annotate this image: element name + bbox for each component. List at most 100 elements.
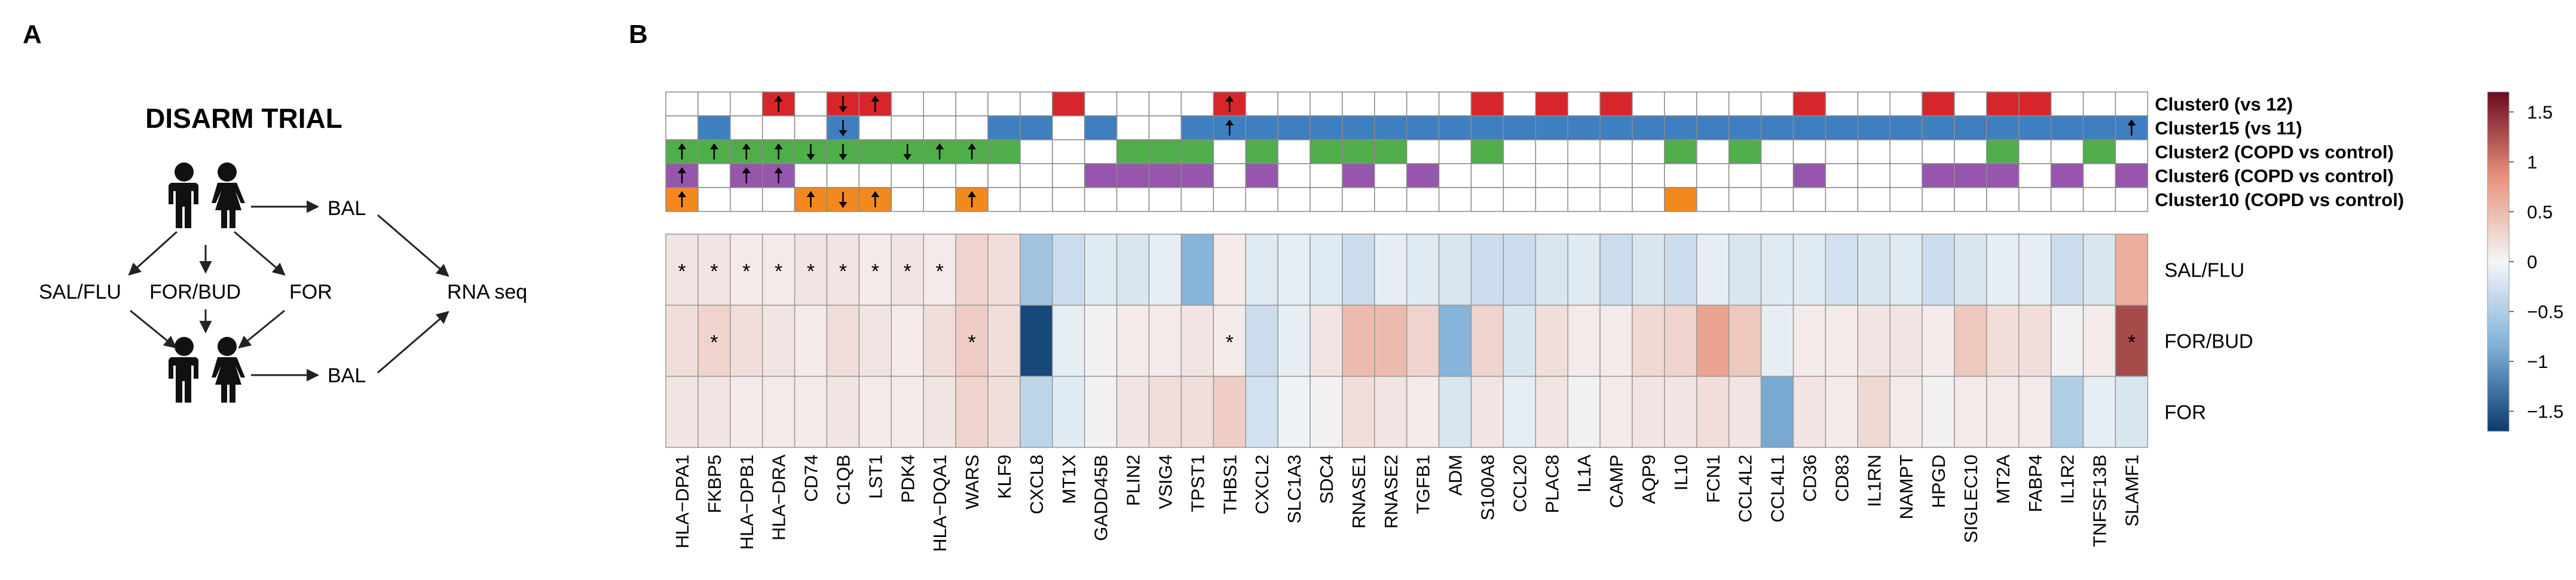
heatmap-cell	[2050, 305, 2084, 377]
heatmap-cell	[1180, 376, 1214, 448]
cluster-cell	[2082, 187, 2116, 212]
cluster-cell	[697, 91, 731, 116]
cluster-cell	[1889, 187, 1923, 212]
cluster-cell	[730, 187, 763, 212]
cluster-cell	[891, 187, 924, 212]
arm-for-bud-label: FOR/BUD	[149, 281, 241, 303]
heatmap-cell	[1503, 234, 1537, 306]
heatmap-cell	[1213, 234, 1246, 306]
row-label: SAL/FLU	[2164, 259, 2244, 281]
cluster-cell	[1310, 115, 1343, 140]
heatmap-cell	[1889, 376, 1923, 448]
people-bottom	[169, 337, 245, 403]
heatmap-cell	[1825, 234, 1859, 306]
cluster-cell	[1567, 163, 1601, 188]
heatmap-cell	[1342, 305, 1375, 377]
cluster-cell	[1438, 187, 1472, 212]
cluster-cell	[1052, 163, 1085, 188]
heatmap-cell	[1792, 234, 1827, 306]
colorbar-tick-label: −1	[2527, 351, 2548, 372]
arrow	[130, 309, 177, 349]
cluster-cell	[1470, 115, 1504, 140]
arrow-down-icon	[839, 144, 848, 160]
cluster-cell	[987, 139, 1021, 164]
heatmap-cell	[1567, 376, 1601, 448]
cluster-cell	[1406, 115, 1440, 140]
heatmap-cell	[1342, 234, 1375, 306]
cluster-cell	[1342, 115, 1375, 140]
arrow	[234, 231, 286, 276]
panel-a-label: A	[23, 20, 42, 49]
cluster-cell	[1922, 163, 1955, 188]
colorbar-tick-label: −0.5	[2527, 302, 2563, 323]
cluster-cell	[1664, 187, 1697, 212]
cluster-cell	[1148, 163, 1182, 188]
cluster-cell	[1438, 115, 1472, 140]
colorbar-tick-label: 1	[2527, 152, 2537, 173]
heatmap-cell	[1857, 234, 1890, 306]
heatmap-cell	[1986, 305, 2020, 377]
cluster-cell	[1954, 91, 1987, 116]
cluster-cell	[1180, 139, 1214, 164]
cluster-cell	[1922, 115, 1955, 140]
cluster-cell	[891, 115, 924, 140]
cluster-cell	[1889, 115, 1923, 140]
arrow-up-icon	[871, 191, 880, 207]
heatmap-cell	[1954, 305, 1987, 377]
heatmap-cell	[1599, 376, 1633, 448]
bal-top-label: BAL	[328, 197, 366, 220]
cluster-cell	[1567, 187, 1601, 212]
gene-label: SLAMF1	[2121, 455, 2142, 527]
heatmap-cell	[1438, 376, 1472, 448]
cluster-cell	[1857, 91, 1890, 116]
gene-label: CCL4L2	[1735, 455, 1756, 523]
heatmap-cell	[1986, 376, 2020, 448]
cluster-cell	[1760, 115, 1794, 140]
cluster-cell	[1632, 139, 1665, 164]
heatmap-cell	[987, 305, 1021, 377]
cluster-cell	[1406, 139, 1440, 164]
panel-b: B Cluster0 (vs 12)Cluster15 (vs 11)Clust…	[629, 20, 2563, 552]
cluster-cell	[1342, 91, 1375, 116]
cluster-cell	[955, 163, 989, 188]
cluster-cell	[1986, 187, 2020, 212]
heatmap-cell	[1310, 234, 1343, 306]
cluster-cell	[1084, 163, 1118, 188]
arrow	[238, 309, 285, 349]
cluster-cell	[1599, 187, 1633, 212]
heatmap-cell	[826, 305, 860, 377]
cluster-cell	[1792, 139, 1827, 164]
cluster-cell	[1374, 115, 1408, 140]
heatmap-cell	[1374, 305, 1408, 377]
cluster-cell	[1438, 139, 1472, 164]
heatmap-cell	[665, 305, 699, 377]
cluster-cell	[1954, 139, 1987, 164]
person-icon	[169, 162, 198, 228]
cluster-cell	[987, 163, 1021, 188]
heatmap-cell	[1020, 234, 1053, 306]
heatmap-cell	[1438, 305, 1472, 377]
cluster-cell	[2115, 139, 2149, 164]
cluster-cell	[1052, 139, 1085, 164]
heatmap-cell	[1792, 376, 1827, 448]
row-label: FOR	[2164, 401, 2206, 424]
colorbar: 1.5 1 0.5 0 −0.5 −1 −1.5	[2487, 91, 2563, 432]
cluster-cell	[1310, 187, 1343, 212]
cluster-cell	[858, 115, 892, 140]
heatmap-cell	[794, 376, 828, 448]
cluster-cell	[1084, 115, 1118, 140]
heatmap-cell	[1922, 305, 1955, 377]
gene-label: HLA−DQA1	[929, 455, 950, 552]
bal-bottom-label: BAL	[328, 364, 366, 387]
cluster-cell	[2050, 163, 2084, 188]
cluster-cell	[1116, 91, 1150, 116]
cluster-cell	[794, 163, 828, 188]
arrow-up-icon	[774, 143, 783, 159]
cluster-cell	[1342, 139, 1375, 164]
cluster-cell	[923, 115, 956, 140]
heatmap-cell	[826, 234, 860, 306]
cluster-cell	[1535, 187, 1568, 212]
heatmap-cell	[1180, 305, 1214, 377]
heatmap-cell	[858, 305, 892, 377]
